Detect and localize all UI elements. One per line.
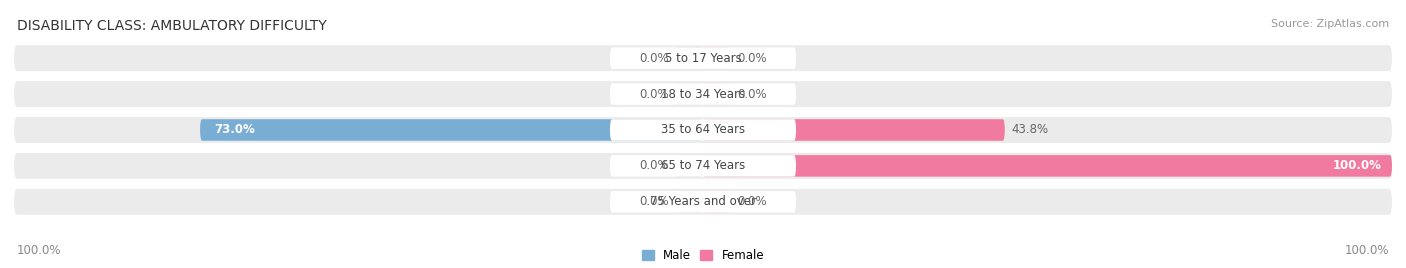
Text: 18 to 34 Years: 18 to 34 Years [661,88,745,100]
FancyBboxPatch shape [14,45,1392,71]
FancyBboxPatch shape [703,83,731,105]
Text: 73.0%: 73.0% [214,124,254,136]
FancyBboxPatch shape [200,119,703,141]
Text: 0.0%: 0.0% [638,88,669,100]
FancyBboxPatch shape [14,117,1392,143]
Legend: Male, Female: Male, Female [641,249,765,262]
FancyBboxPatch shape [675,191,703,213]
Text: 65 to 74 Years: 65 to 74 Years [661,159,745,172]
Text: 5 to 17 Years: 5 to 17 Years [665,52,741,65]
FancyBboxPatch shape [14,189,1392,215]
FancyBboxPatch shape [703,191,731,213]
Text: 0.0%: 0.0% [738,88,768,100]
FancyBboxPatch shape [610,47,796,69]
Text: 35 to 64 Years: 35 to 64 Years [661,124,745,136]
FancyBboxPatch shape [14,153,1392,179]
Text: 0.0%: 0.0% [638,159,669,172]
Text: 100.0%: 100.0% [17,244,62,257]
FancyBboxPatch shape [610,83,796,105]
Text: 75 Years and over: 75 Years and over [650,195,756,208]
FancyBboxPatch shape [675,155,703,177]
Text: 100.0%: 100.0% [1344,244,1389,257]
Text: Source: ZipAtlas.com: Source: ZipAtlas.com [1271,19,1389,29]
FancyBboxPatch shape [703,119,1005,141]
Text: 0.0%: 0.0% [738,195,768,208]
Text: 0.0%: 0.0% [638,195,669,208]
FancyBboxPatch shape [703,47,731,69]
FancyBboxPatch shape [610,191,796,213]
FancyBboxPatch shape [610,155,796,177]
Text: 0.0%: 0.0% [638,52,669,65]
Text: 100.0%: 100.0% [1333,159,1382,172]
FancyBboxPatch shape [675,47,703,69]
FancyBboxPatch shape [675,83,703,105]
FancyBboxPatch shape [14,81,1392,107]
Text: 0.0%: 0.0% [738,52,768,65]
FancyBboxPatch shape [703,155,1392,177]
Text: 43.8%: 43.8% [1012,124,1049,136]
Text: DISABILITY CLASS: AMBULATORY DIFFICULTY: DISABILITY CLASS: AMBULATORY DIFFICULTY [17,19,326,33]
FancyBboxPatch shape [610,119,796,141]
